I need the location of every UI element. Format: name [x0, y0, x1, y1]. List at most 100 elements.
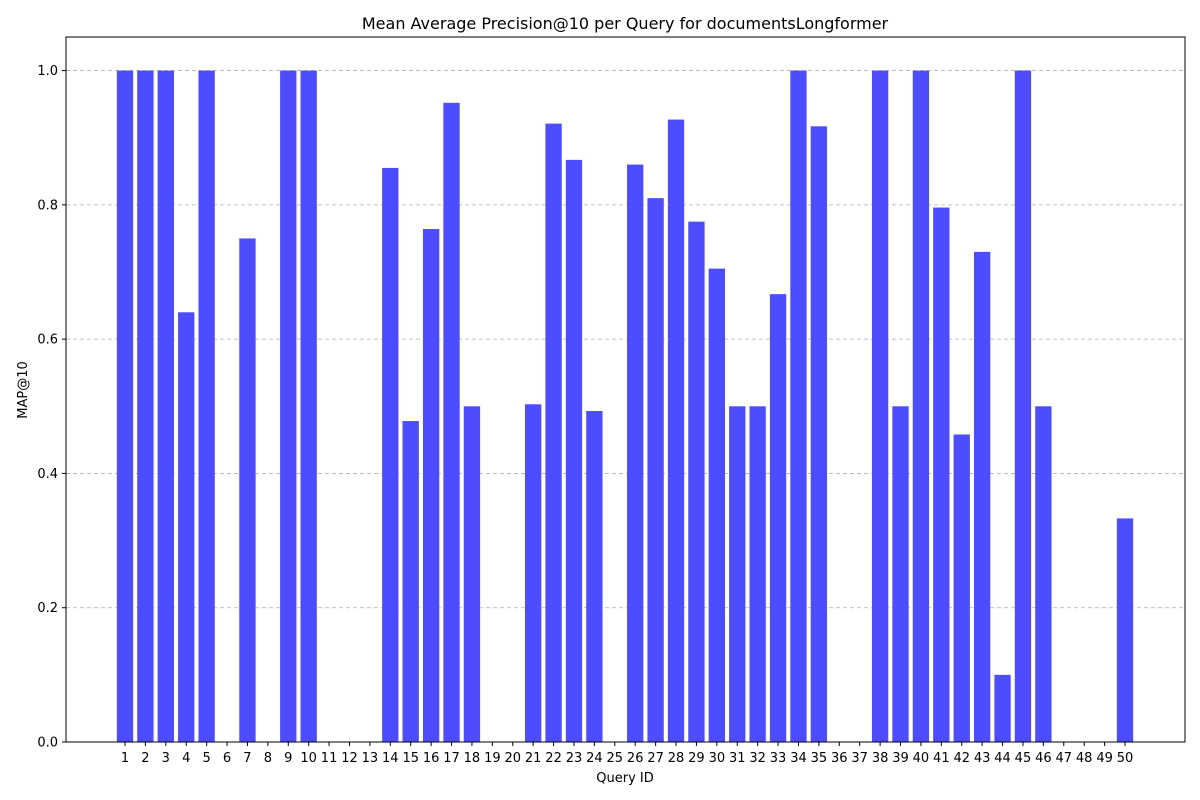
- x-tick-label: 4: [182, 751, 190, 766]
- x-tick-label: 33: [770, 751, 787, 766]
- bar-query-42: [953, 434, 970, 742]
- bar-query-18: [463, 406, 481, 742]
- x-tick-label: 23: [566, 751, 583, 766]
- x-tick-label: 26: [627, 751, 644, 766]
- x-tick-label: 10: [300, 751, 317, 766]
- x-tick-label: 11: [321, 751, 338, 766]
- x-axis-ticks: 1 2 3 4 5 6 7 8 9 10 11 12 13 14 15 16 17 18 19 20 21 22 23 24 2…: [121, 742, 1133, 766]
- x-tick-label: 14: [382, 751, 399, 766]
- bar-query-21: [525, 404, 542, 742]
- x-tick-label: 8: [264, 751, 272, 766]
- bar-query-23: [565, 159, 583, 742]
- bar-query-45: [1014, 70, 1032, 743]
- bar-query-7: [239, 238, 256, 742]
- y-axis-label: MAP@10: [16, 361, 31, 419]
- y-tick-label: 0.8: [37, 198, 58, 213]
- x-tick-label: 32: [749, 751, 766, 766]
- x-tick-label: 40: [913, 751, 930, 766]
- bar-query-4: [178, 312, 195, 742]
- bar-query-27: [647, 198, 664, 743]
- x-tick-label: 43: [974, 751, 991, 766]
- y-tick-label: 0.6: [37, 333, 58, 348]
- x-tick-label: 50: [1117, 751, 1134, 766]
- x-tick-label: 37: [851, 751, 868, 766]
- x-tick-label: 35: [811, 751, 828, 766]
- x-tick-label: 47: [1056, 751, 1073, 766]
- x-tick-label: 46: [1035, 751, 1052, 766]
- x-tick-label: 17: [443, 751, 460, 766]
- x-tick-label: 36: [831, 751, 848, 766]
- x-tick-label: 39: [892, 751, 909, 766]
- plot-frame: [65, 36, 1186, 743]
- y-tick-label: 1.0: [37, 64, 58, 79]
- bar-query-14: [382, 167, 399, 742]
- x-tick-label: 19: [484, 751, 501, 766]
- bar-query-1: [116, 70, 134, 743]
- x-tick-label: 45: [1015, 751, 1032, 766]
- bar-query-41: [933, 207, 950, 743]
- bars: [116, 70, 1134, 743]
- x-tick-label: 6: [223, 751, 231, 766]
- x-tick-label: 48: [1076, 751, 1093, 766]
- x-tick-label: 7: [243, 751, 251, 766]
- x-tick-label: 20: [504, 751, 521, 766]
- x-tick-label: 44: [994, 751, 1011, 766]
- bar-query-5: [198, 70, 215, 743]
- x-tick-label: 22: [545, 751, 562, 766]
- x-tick-label: 2: [141, 751, 149, 766]
- bar-query-29: [688, 221, 705, 743]
- x-tick-label: 1: [121, 751, 129, 766]
- y-tick-label: 0.0: [37, 736, 58, 751]
- bar-query-28: [667, 119, 685, 743]
- x-tick-label: 24: [586, 751, 603, 766]
- y-tick-label: 0.4: [37, 467, 58, 482]
- bar-query-16: [422, 229, 440, 742]
- x-tick-label: 42: [953, 751, 970, 766]
- x-tick-label: 28: [668, 751, 685, 766]
- bar-query-10: [300, 70, 317, 743]
- bar-query-22: [545, 123, 562, 743]
- bar-query-17: [443, 102, 460, 743]
- x-tick-label: 34: [790, 751, 807, 766]
- bar-query-43: [973, 251, 991, 742]
- x-tick-label: 21: [525, 751, 542, 766]
- bar-query-34: [790, 70, 807, 743]
- x-tick-label: 49: [1096, 751, 1113, 766]
- x-tick-label: 9: [284, 751, 292, 766]
- y-axis-ticks: 0.0 0.2 0.4 0.6 0.8 1.0: [37, 64, 66, 751]
- x-tick-label: 25: [607, 751, 624, 766]
- bar-query-50: [1116, 518, 1134, 742]
- x-tick-label: 13: [362, 751, 379, 766]
- chart-title: Mean Average Precision@10 per Query for …: [362, 14, 889, 33]
- x-tick-label: 30: [709, 751, 726, 766]
- bar-query-32: [749, 406, 766, 742]
- x-tick-label: 3: [162, 751, 170, 766]
- bar-query-9: [280, 70, 297, 743]
- x-tick-label: 15: [402, 751, 419, 766]
- x-tick-label: 27: [647, 751, 664, 766]
- x-tick-label: 41: [933, 751, 950, 766]
- bar-query-38: [871, 70, 889, 743]
- bar-query-24: [586, 410, 603, 742]
- bar-query-40: [912, 70, 930, 743]
- x-tick-label: 12: [341, 751, 358, 766]
- bar-query-2: [137, 70, 154, 743]
- bar-query-33: [769, 294, 787, 742]
- x-tick-label: 5: [202, 751, 210, 766]
- bar-query-35: [810, 126, 828, 743]
- bar-query-3: [157, 70, 174, 743]
- x-axis-label: Query ID: [596, 771, 653, 786]
- bar-query-31: [729, 406, 746, 742]
- x-tick-label: 18: [464, 751, 481, 766]
- y-tick-label: 0.2: [37, 601, 58, 616]
- bar-query-15: [402, 421, 419, 742]
- bar-query-39: [892, 406, 909, 742]
- x-tick-label: 29: [688, 751, 705, 766]
- x-tick-label: 38: [872, 751, 889, 766]
- bar-query-46: [1035, 406, 1052, 742]
- bar-query-26: [627, 164, 644, 743]
- bar-query-44: [994, 674, 1011, 742]
- x-tick-label: 31: [729, 751, 746, 766]
